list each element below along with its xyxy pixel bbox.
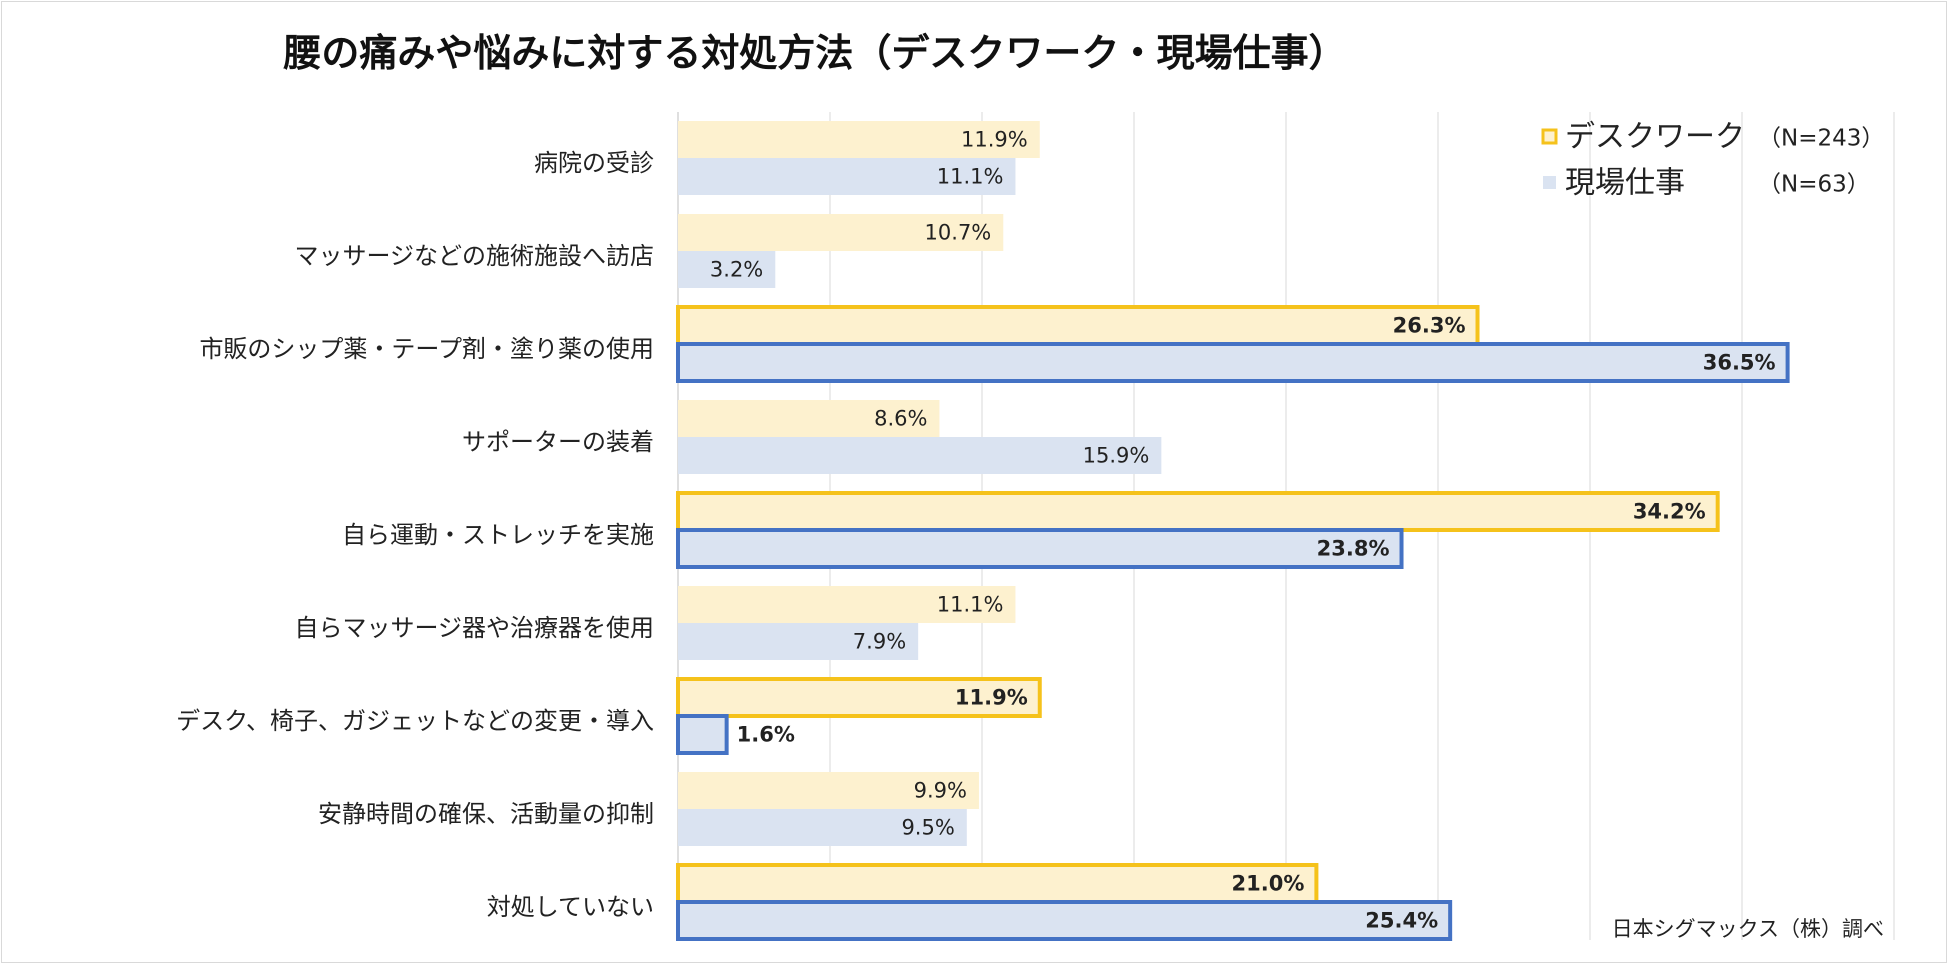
bar-deskwork	[678, 214, 1004, 251]
bar-field-work	[678, 437, 1162, 474]
data-label: 11.1%	[937, 165, 1004, 189]
bar-field-work	[676, 342, 1790, 383]
category-label: 市販のシップ薬・テープ剤・塗り薬の使用	[199, 335, 654, 363]
data-label: 15.9%	[1083, 444, 1150, 468]
category-label: 自らマッサージ器や治療器を使用	[294, 614, 654, 642]
category-label: マッサージなどの施術施設へ訪店	[294, 242, 654, 270]
bar-deskwork	[678, 586, 1016, 623]
data-label: 11.1%	[937, 593, 1004, 617]
category-label: 病院の受診	[534, 149, 654, 177]
data-label: 1.6%	[737, 723, 795, 747]
legend-swatch-deskwork	[1541, 128, 1558, 145]
legend-n-label: （N=63）	[1758, 172, 1870, 198]
data-label: 8.6%	[874, 407, 927, 431]
data-label: 11.9%	[961, 128, 1028, 152]
bar-deskwork	[676, 305, 1480, 346]
legend-label: デスクワーク	[1565, 120, 1745, 155]
data-label: 7.9%	[853, 630, 906, 654]
category-label: 対処していない	[487, 893, 654, 921]
data-label: 9.5%	[901, 816, 954, 840]
category-label: 自ら運動・ストレッチを実施	[342, 521, 654, 549]
data-label: 3.2%	[710, 258, 763, 282]
legend-label: 現場仕事	[1565, 166, 1685, 201]
source-note: 日本シグマックス（株）調べ	[1611, 917, 1884, 941]
bar-field-work	[678, 158, 1016, 195]
bar-deskwork	[676, 491, 1720, 532]
bar-deskwork	[676, 863, 1319, 904]
category-label: サポーターの装着	[462, 428, 654, 456]
data-label: 26.3%	[1393, 314, 1466, 338]
data-label: 10.7%	[925, 221, 992, 245]
category-label: 安静時間の確保、活動量の抑制	[318, 800, 654, 828]
data-label: 9.9%	[914, 779, 967, 803]
data-label: 11.9%	[955, 686, 1028, 710]
data-label: 36.5%	[1703, 351, 1776, 375]
legend-n-label: （N=243）	[1758, 126, 1884, 152]
bar-field-work	[676, 900, 1453, 941]
bar-field-work	[678, 809, 967, 846]
bar-deskwork	[678, 121, 1040, 158]
data-label: 23.8%	[1317, 537, 1390, 561]
data-label: 34.2%	[1633, 500, 1706, 524]
bar-deskwork	[678, 772, 979, 809]
data-label: 25.4%	[1365, 909, 1438, 933]
bar-field-work	[678, 251, 776, 288]
bar-field-work	[678, 623, 919, 660]
data-label: 21.0%	[1232, 872, 1305, 896]
bar-field-work	[676, 714, 729, 755]
category-label: デスク、椅子、ガジェットなどの変更・導入	[176, 707, 654, 735]
chart-title: 腰の痛みや悩みに対する対処方法（デスクワーク・現場仕事）	[283, 31, 1347, 75]
bar-deskwork	[676, 677, 1042, 718]
bar-deskwork	[678, 400, 940, 437]
legend-swatch-field-work	[1543, 176, 1556, 189]
bar-field-work	[676, 528, 1404, 569]
